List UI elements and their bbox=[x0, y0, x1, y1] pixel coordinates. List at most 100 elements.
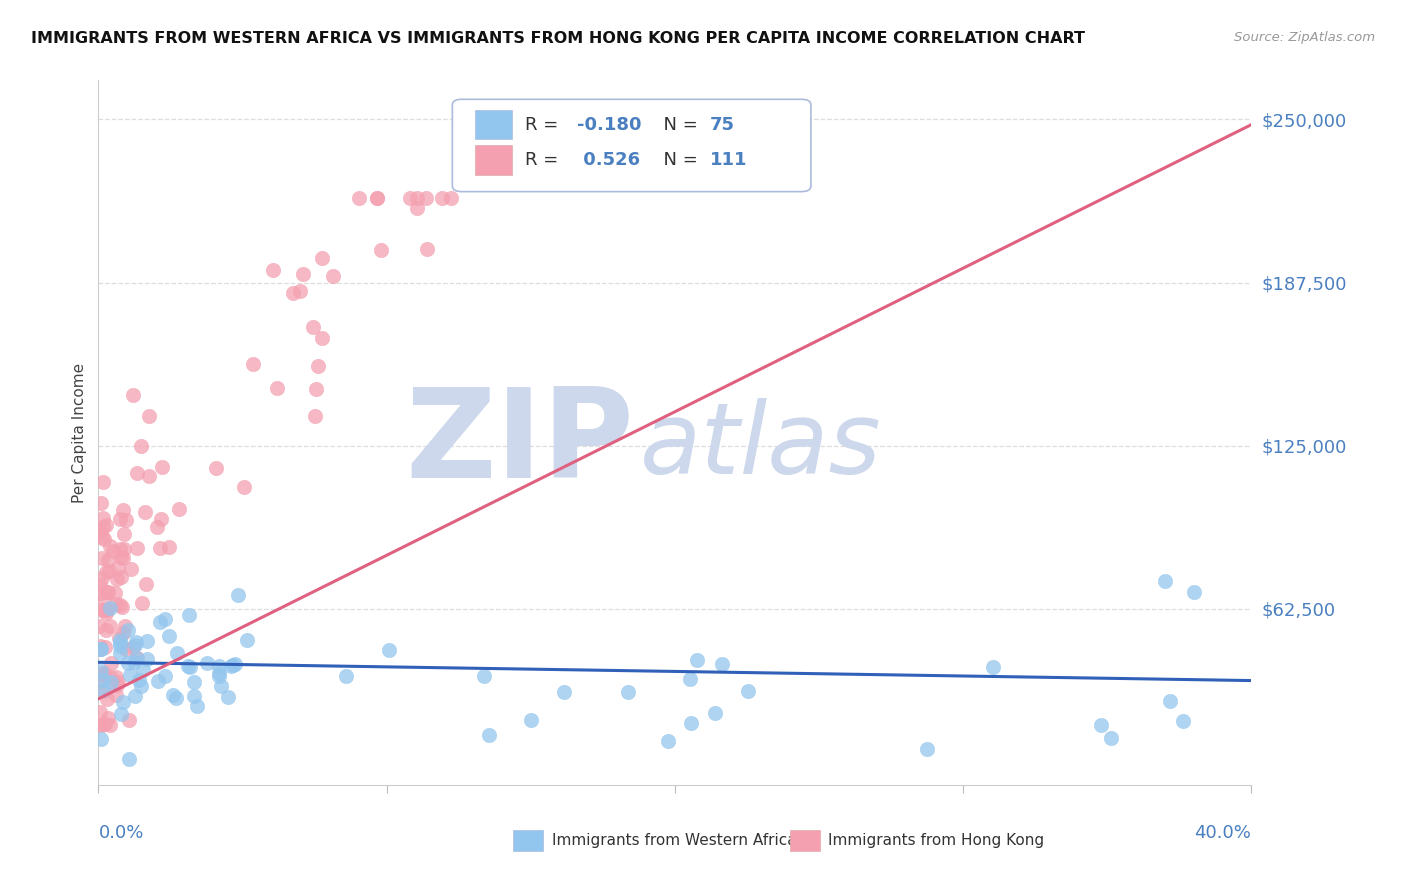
Point bbox=[117, 752, 139, 766]
Point bbox=[125, 651, 148, 665]
Point bbox=[100, 674, 122, 689]
Point bbox=[347, 191, 370, 205]
Point bbox=[91, 530, 114, 544]
Point bbox=[183, 689, 205, 703]
Point bbox=[207, 669, 229, 683]
Point bbox=[981, 660, 1004, 674]
Point bbox=[93, 603, 115, 617]
Point bbox=[89, 524, 111, 539]
Point bbox=[91, 603, 114, 617]
Point bbox=[405, 191, 427, 205]
Point bbox=[89, 705, 111, 719]
Point bbox=[617, 684, 640, 698]
Point bbox=[430, 191, 453, 205]
Point bbox=[291, 267, 314, 281]
Point bbox=[122, 388, 145, 402]
Point bbox=[97, 553, 120, 567]
Point bbox=[311, 331, 333, 345]
Point bbox=[122, 640, 145, 654]
Point bbox=[415, 191, 437, 205]
Point bbox=[90, 665, 112, 679]
Point bbox=[93, 665, 115, 680]
Point bbox=[94, 717, 117, 731]
Point bbox=[704, 706, 727, 720]
Point bbox=[217, 690, 239, 704]
Point bbox=[90, 718, 112, 732]
Point bbox=[112, 526, 135, 541]
Point bbox=[114, 642, 136, 657]
Point bbox=[304, 409, 326, 423]
Point bbox=[89, 585, 111, 599]
Y-axis label: Per Capita Income: Per Capita Income bbox=[72, 362, 87, 503]
Point bbox=[232, 479, 254, 493]
Point bbox=[112, 541, 135, 556]
Point bbox=[118, 714, 141, 728]
Point bbox=[89, 642, 111, 657]
Point bbox=[107, 560, 129, 574]
Point bbox=[195, 657, 218, 671]
Point bbox=[146, 520, 169, 534]
Point bbox=[281, 286, 304, 301]
Point bbox=[553, 685, 575, 699]
Point bbox=[149, 541, 172, 556]
Point bbox=[89, 642, 111, 657]
Point bbox=[118, 668, 141, 682]
Point bbox=[166, 646, 188, 660]
Point bbox=[235, 633, 257, 648]
Point bbox=[91, 673, 114, 687]
Point bbox=[157, 541, 180, 555]
Text: 75: 75 bbox=[710, 116, 734, 134]
Point bbox=[136, 633, 159, 648]
Text: 40.0%: 40.0% bbox=[1195, 823, 1251, 842]
Point bbox=[91, 519, 114, 533]
Point bbox=[90, 642, 112, 657]
Point bbox=[110, 640, 132, 654]
Point bbox=[90, 666, 112, 681]
Text: ZIP: ZIP bbox=[406, 383, 634, 504]
Point bbox=[110, 550, 132, 565]
Point bbox=[112, 551, 135, 566]
Point bbox=[186, 699, 208, 714]
Point bbox=[127, 651, 149, 665]
FancyBboxPatch shape bbox=[453, 99, 811, 192]
Point bbox=[1182, 584, 1205, 599]
Point bbox=[131, 596, 153, 610]
Point bbox=[93, 640, 115, 654]
Point bbox=[209, 680, 232, 694]
Point bbox=[208, 666, 231, 681]
Point bbox=[149, 512, 172, 526]
Point bbox=[472, 669, 495, 683]
Point bbox=[105, 597, 128, 611]
Point bbox=[302, 319, 325, 334]
Point bbox=[105, 572, 128, 586]
Point bbox=[97, 710, 120, 724]
Text: N =: N = bbox=[652, 151, 703, 169]
Point bbox=[311, 251, 333, 265]
Point bbox=[416, 243, 439, 257]
Point bbox=[440, 191, 463, 205]
Point bbox=[108, 646, 131, 660]
Point bbox=[93, 591, 115, 606]
Point bbox=[98, 539, 121, 553]
Point bbox=[98, 618, 121, 632]
Point bbox=[150, 459, 173, 474]
Point bbox=[105, 688, 128, 702]
Point bbox=[1159, 694, 1181, 708]
Point bbox=[219, 659, 242, 673]
Point bbox=[90, 732, 112, 747]
Point bbox=[97, 585, 120, 599]
Point bbox=[165, 690, 187, 705]
Point bbox=[93, 532, 115, 546]
Point bbox=[117, 623, 139, 637]
Point bbox=[111, 695, 134, 709]
Point bbox=[307, 359, 329, 373]
Point bbox=[711, 657, 734, 671]
Point bbox=[90, 496, 112, 510]
Point bbox=[183, 675, 205, 690]
Point bbox=[124, 689, 146, 703]
Text: R =: R = bbox=[524, 116, 564, 134]
Point bbox=[125, 635, 148, 649]
Point bbox=[110, 570, 132, 584]
Text: R =: R = bbox=[524, 151, 564, 169]
Text: -0.180: -0.180 bbox=[576, 116, 641, 134]
